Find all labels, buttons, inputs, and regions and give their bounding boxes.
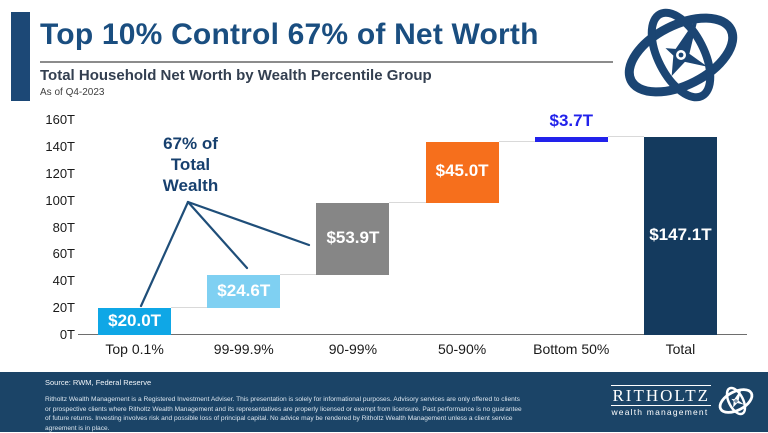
source-note: Source: RWM, Federal Reserve	[45, 378, 152, 387]
category-label: 50-90%	[437, 341, 487, 357]
waterfall-connector	[607, 136, 644, 138]
y-tick-label: 40T	[52, 273, 75, 289]
bar-value-label: $45.0T	[435, 161, 489, 181]
bar-value-label: $3.7T	[549, 111, 593, 131]
title-underline	[40, 61, 613, 63]
bar-total	[643, 137, 717, 335]
bar-90-99-	[316, 202, 390, 276]
category-label: Top 0.1%	[105, 341, 164, 357]
annotation-line: Wealth	[162, 176, 219, 195]
y-tick-label: 60T	[52, 246, 75, 262]
category-label: 99-99.9%	[213, 341, 274, 357]
footer-logo-name: RITHOLTZ	[611, 384, 711, 407]
as-of-date: As of Q4-2023	[40, 87, 105, 98]
footer-logo-subtitle: wealth management	[611, 407, 709, 418]
y-tick-label: 100T	[45, 192, 75, 208]
footer-logo: RITHOLTZ wealth management	[611, 381, 756, 421]
footer-compass-logo-icon	[718, 386, 754, 416]
page-title: Top 10% Control 67% of Net Worth	[40, 18, 539, 51]
bar-value-label: $53.9T	[326, 227, 380, 247]
y-tick-label: 160T	[45, 112, 75, 127]
annotation-67-percent: 67% of Total Wealth	[118, 133, 263, 196]
x-axis-line	[78, 334, 747, 335]
y-axis-tick-labels: 0T 20T 40T 60T 80T 100T 120T 140T 160T	[28, 112, 75, 342]
waterfall-plot-area: $20.0T $24.6T $53.9T $45.0T $3.7T $147.1T	[80, 111, 735, 335]
bar-value-label: $147.1T	[649, 225, 712, 245]
y-tick-label: 140T	[45, 138, 75, 154]
title-accent-bar	[11, 12, 30, 101]
y-tick-label: 0T	[59, 327, 75, 342]
category-label: 90-99%	[328, 341, 378, 357]
disclaimer-text: Ritholtz Wealth Management is a Register…	[45, 396, 522, 432]
bar-50-90-	[425, 142, 499, 203]
category-label: Bottom 50%	[533, 341, 610, 357]
annotation-line: 67% of	[163, 134, 218, 153]
chart-subtitle: Total Household Net Worth by Wealth Perc…	[40, 67, 432, 84]
bar-value-label: $20.0T	[108, 310, 162, 330]
annotation-line: Total	[170, 155, 211, 174]
bar-value-label: $24.6T	[217, 280, 271, 300]
bar-bottom-50-	[534, 137, 608, 143]
waterfall-connector	[280, 274, 317, 276]
bar-99-99-9-	[207, 275, 281, 309]
footer-band: Source: RWM, Federal Reserve Ritholtz We…	[0, 372, 768, 432]
y-tick-label: 80T	[52, 219, 75, 235]
bar-top-0-1-	[98, 308, 172, 335]
waterfall-connector	[498, 141, 535, 143]
x-axis-category-labels: Top 0.1% 99-99.9% 90-99% 50-90% Bottom 50% To…	[80, 341, 735, 361]
y-tick-label: 120T	[45, 165, 75, 181]
ritholtz-compass-logo-icon	[624, 8, 738, 102]
y-tick-label: 20T	[52, 300, 75, 316]
category-label: Total	[665, 341, 696, 357]
waterfall-connector	[389, 201, 426, 203]
footer-wordmark: RITHOLTZ wealth management	[611, 384, 711, 418]
waterfall-connector	[171, 307, 208, 309]
